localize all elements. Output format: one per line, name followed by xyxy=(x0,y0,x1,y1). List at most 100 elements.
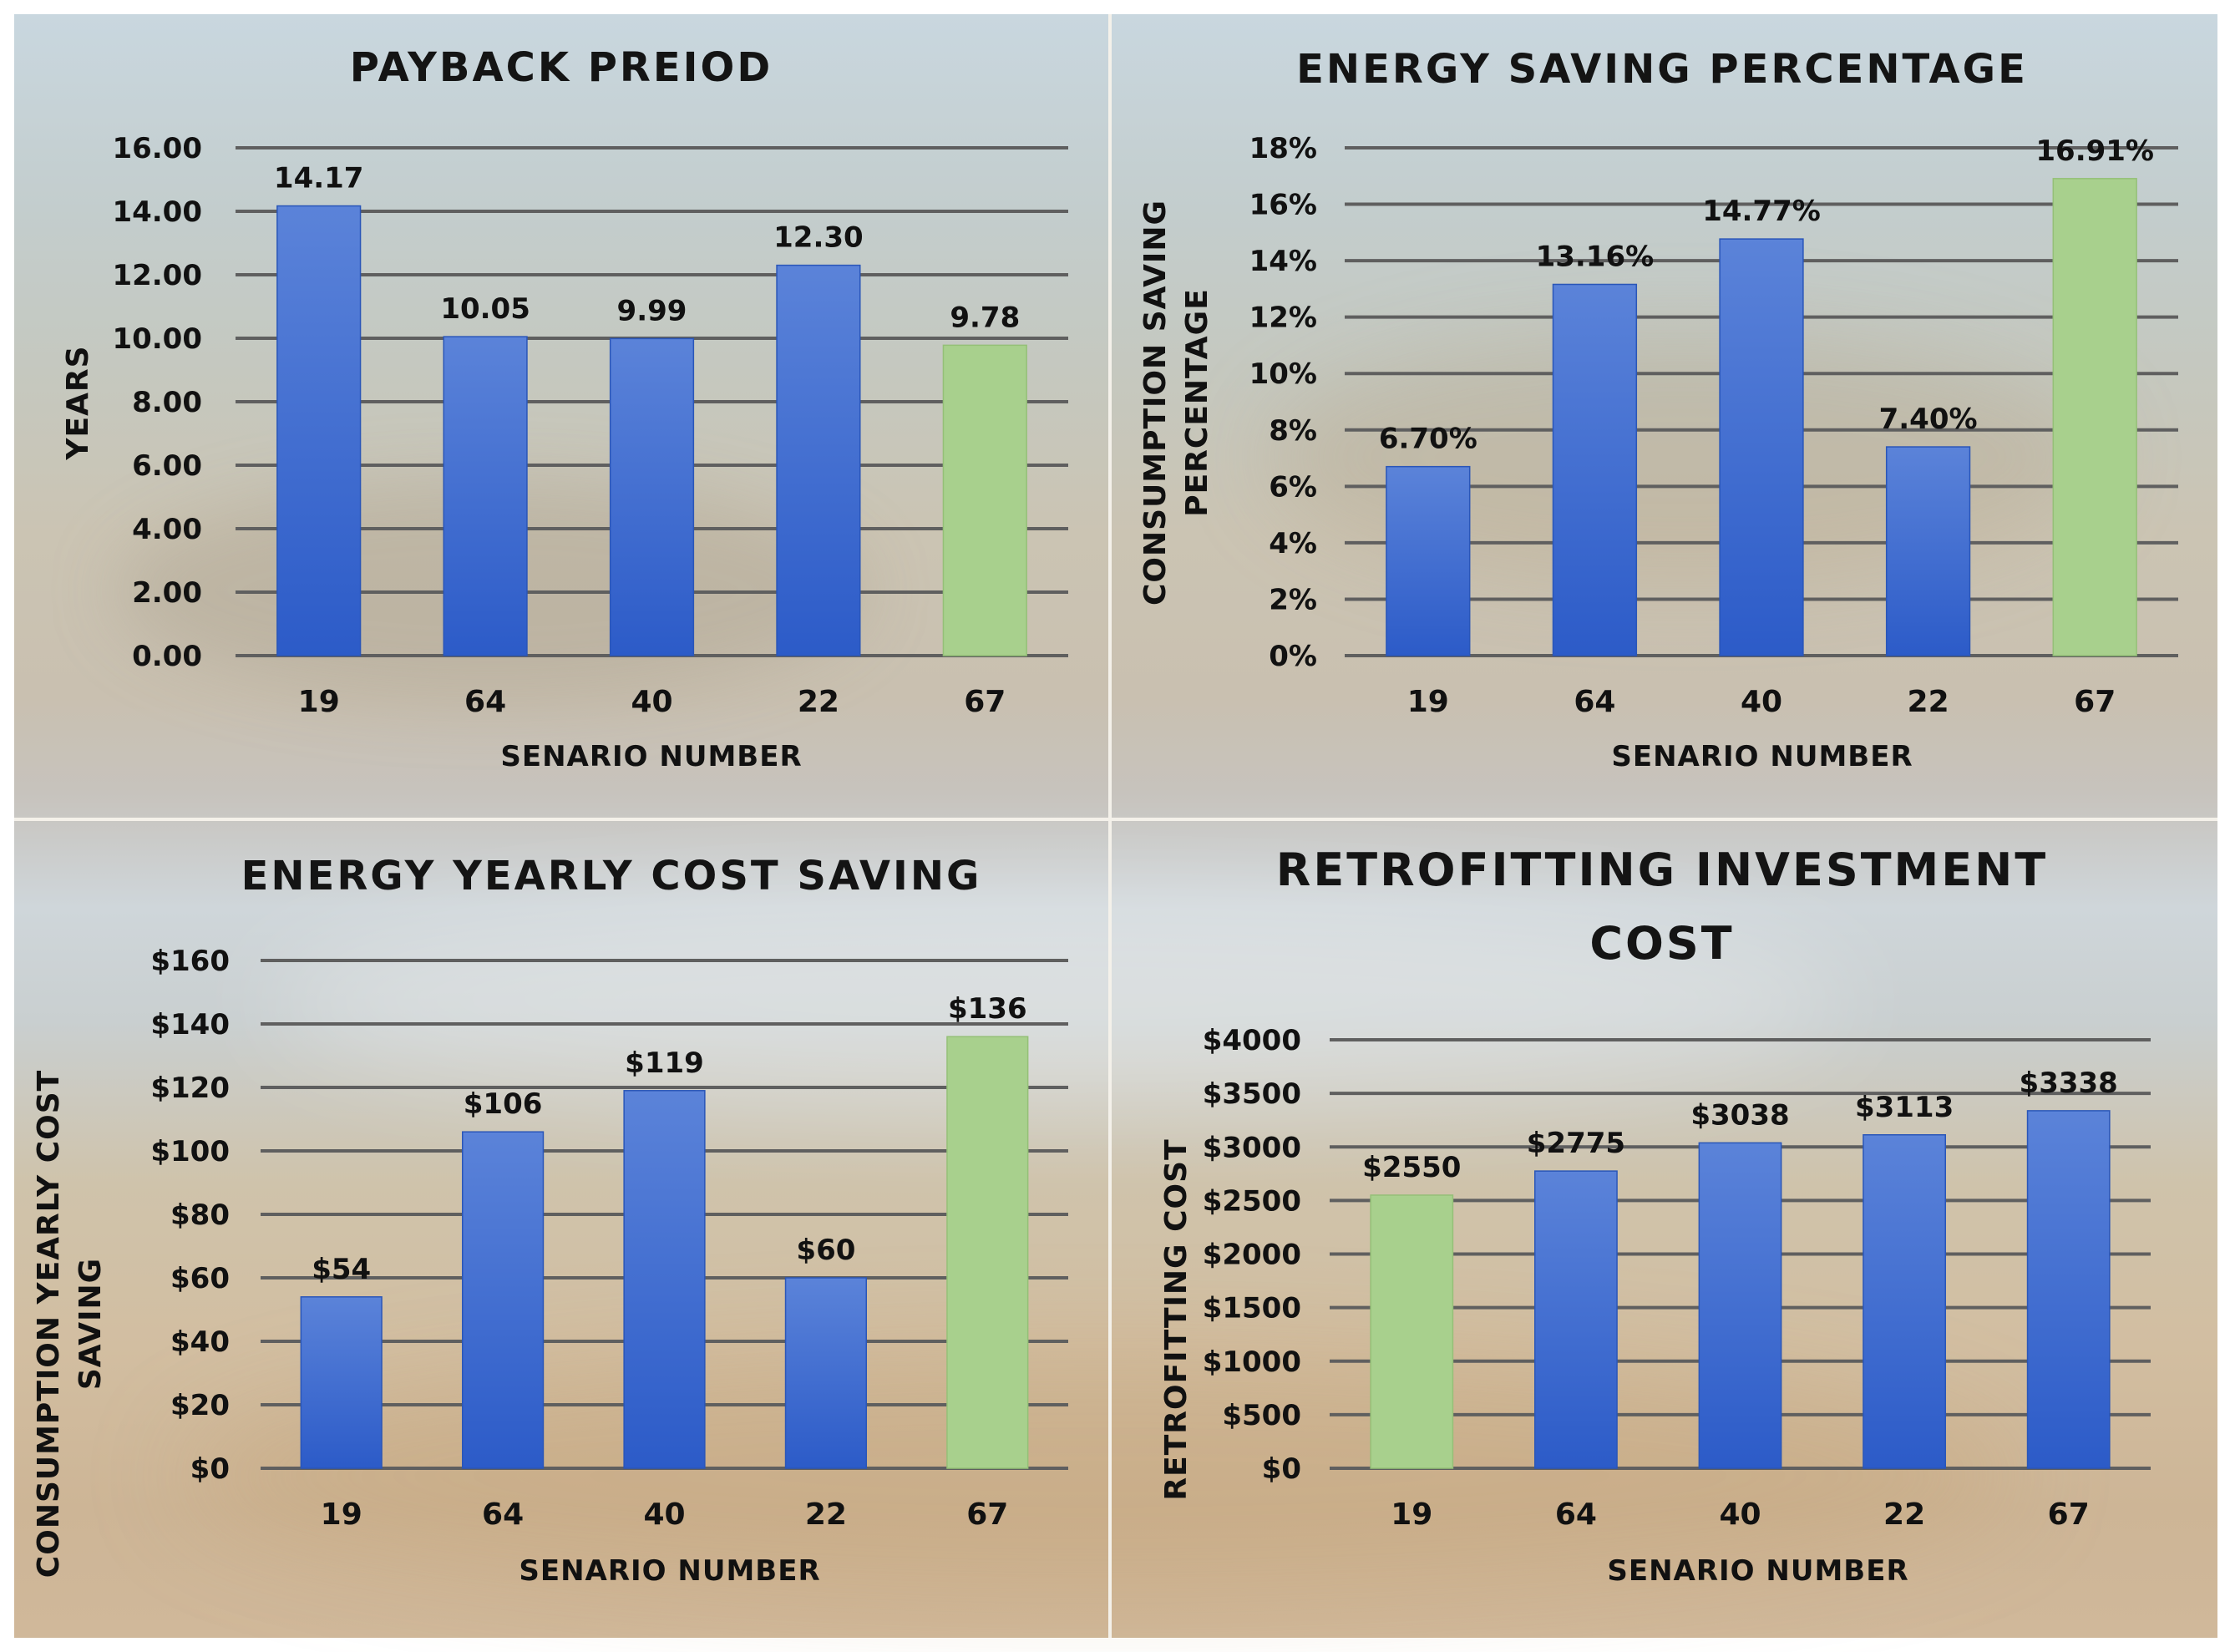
data-label: 14.17 xyxy=(274,162,364,195)
x-axis-label: SENARIO NUMBER xyxy=(1611,740,1913,773)
y-tick-label: 6% xyxy=(1269,470,1317,504)
data-label: $54 xyxy=(312,1253,371,1286)
data-label: 10.05 xyxy=(440,292,530,326)
y-tick-label: $140 xyxy=(150,1008,230,1041)
data-label: 9.78 xyxy=(950,301,1020,334)
bar-40 xyxy=(1719,238,1804,656)
bar-64 xyxy=(1534,1170,1618,1469)
bar-67 xyxy=(2052,178,2137,656)
y-axis-label: SAVING xyxy=(73,1258,108,1390)
chart-title: ENERGY YEARLY COST SAVING xyxy=(241,853,982,899)
y-tick-label: $0 xyxy=(190,1452,230,1486)
x-tick-label: 40 xyxy=(631,685,672,719)
x-tick-label: 22 xyxy=(1883,1497,1925,1532)
x-tick-label: 67 xyxy=(966,1497,1008,1532)
y-tick-label: 2.00 xyxy=(132,576,202,610)
bar-64 xyxy=(443,336,528,656)
bar-19 xyxy=(1370,1194,1454,1469)
y-tick-label: 14.00 xyxy=(112,195,202,229)
y-tick-label: 2% xyxy=(1269,583,1317,616)
x-tick-label: 64 xyxy=(1574,685,1615,719)
y-tick-label: $20 xyxy=(170,1389,230,1422)
y-axis-label: CONSUMPTION YEARLY COST xyxy=(32,1070,66,1578)
y-tick-label: 0.00 xyxy=(132,640,202,673)
data-label: 13.16% xyxy=(1536,240,1655,273)
bar-22 xyxy=(1863,1134,1947,1469)
bar-64 xyxy=(1552,283,1638,656)
x-tick-label: 19 xyxy=(298,685,340,719)
x-tick-label: 64 xyxy=(464,685,506,719)
y-tick-label: $120 xyxy=(150,1072,230,1105)
y-tick-label: $2500 xyxy=(1203,1184,1301,1218)
chart-title: PAYBACK PREIOD xyxy=(350,44,773,91)
x-tick-label: 19 xyxy=(1407,685,1449,719)
bar-22 xyxy=(1885,446,1971,656)
vertical-divider xyxy=(1108,14,1112,1638)
bar-40 xyxy=(609,337,695,656)
bar-19 xyxy=(1386,465,1471,656)
y-tick-label: $40 xyxy=(170,1325,230,1359)
y-tick-label: 12.00 xyxy=(112,259,202,292)
chart-energy-yearly-cost-saving: ENERGY YEARLY COST SAVING $0 $20 $40 $60 $80 $… xyxy=(32,853,1068,1588)
y-tick-label: $2000 xyxy=(1203,1239,1301,1272)
y-tick-label: 4% xyxy=(1269,527,1317,560)
chart-energy-saving-percentage: ENERGY SAVING PERCENTAGE 0% 2% 4% 6% 8% 10% 12%… xyxy=(1138,46,2178,773)
y-tick-label: $60 xyxy=(170,1262,230,1295)
y-tick-label: 10.00 xyxy=(112,322,202,356)
chart-retrofitting-investment-cost: RETROFITTING INVESTMENT COST $0 $500 $1000 $1… xyxy=(1159,844,2151,1588)
data-label: $106 xyxy=(464,1087,543,1121)
y-tick-label: 8% xyxy=(1269,414,1317,448)
y-axis-label: YEARS xyxy=(61,345,95,460)
data-label: 9.99 xyxy=(617,294,687,327)
x-tick-label: 19 xyxy=(321,1497,362,1532)
y-axis-label: RETROFITTING COST xyxy=(1159,1138,1194,1500)
x-tick-label: 40 xyxy=(643,1497,685,1532)
y-tick-label: $1500 xyxy=(1203,1292,1301,1325)
bar-22 xyxy=(776,264,861,656)
bar-67 xyxy=(942,344,1027,656)
data-label: $3338 xyxy=(2020,1067,2118,1100)
bar-19 xyxy=(300,1296,383,1469)
y-tick-label: $3000 xyxy=(1203,1131,1301,1164)
data-label: $119 xyxy=(625,1046,704,1080)
data-label: 16.91% xyxy=(2035,134,2154,168)
y-tick-label: $80 xyxy=(170,1198,230,1232)
y-tick-label: $100 xyxy=(150,1135,230,1168)
x-tick-label: 19 xyxy=(1391,1497,1432,1532)
bar-40 xyxy=(1698,1142,1782,1469)
data-label: 7.40% xyxy=(1879,403,1978,436)
data-label: $60 xyxy=(796,1234,855,1267)
y-tick-label: 8.00 xyxy=(132,386,202,419)
data-label: 6.70% xyxy=(1379,423,1477,456)
y-tick-label: $0 xyxy=(1262,1452,1301,1486)
y-tick-label: 14% xyxy=(1249,245,1317,278)
horizontal-divider xyxy=(14,818,2217,821)
x-tick-label: 67 xyxy=(2074,685,2116,719)
bar-64 xyxy=(462,1131,545,1469)
y-tick-label: 16.00 xyxy=(112,132,202,165)
y-tick-label: 18% xyxy=(1249,132,1317,165)
y-tick-label: $160 xyxy=(150,945,230,978)
y-tick-label: 0% xyxy=(1269,640,1317,673)
y-axis-label: PERCENTAGE xyxy=(1180,288,1214,517)
data-label: $2775 xyxy=(1527,1127,1625,1160)
data-label: 14.77% xyxy=(1702,195,1821,228)
bar-40 xyxy=(623,1090,706,1469)
y-tick-label: $1000 xyxy=(1203,1345,1301,1379)
x-tick-label: 22 xyxy=(1908,685,1949,719)
bar-19 xyxy=(276,205,362,656)
bar-67 xyxy=(2026,1110,2111,1469)
chart-title: ENERGY SAVING PERCENTAGE xyxy=(1296,46,2028,93)
x-axis-label: SENARIO NUMBER xyxy=(519,1554,820,1588)
y-tick-label: $500 xyxy=(1222,1399,1301,1432)
x-tick-label: 40 xyxy=(1741,685,1782,719)
y-tick-label: $4000 xyxy=(1203,1024,1301,1057)
y-tick-label: 16% xyxy=(1249,189,1317,222)
data-label: 12.30 xyxy=(773,221,864,255)
y-tick-label: $3500 xyxy=(1203,1077,1301,1111)
x-tick-label: 22 xyxy=(805,1497,847,1532)
x-tick-label: 64 xyxy=(1555,1497,1597,1532)
y-tick-label: 12% xyxy=(1249,302,1317,335)
data-label: $3038 xyxy=(1690,1098,1789,1132)
x-axis-label: SENARIO NUMBER xyxy=(1607,1554,1908,1588)
